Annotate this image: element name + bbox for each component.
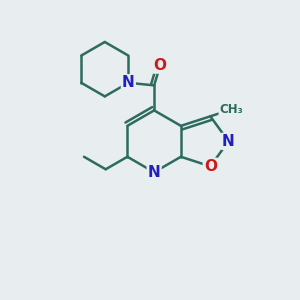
- Text: N: N: [122, 75, 135, 90]
- Text: CH₃: CH₃: [219, 103, 243, 116]
- Text: N: N: [222, 134, 235, 149]
- Text: O: O: [154, 58, 167, 73]
- Text: O: O: [204, 159, 217, 174]
- Text: N: N: [148, 165, 161, 180]
